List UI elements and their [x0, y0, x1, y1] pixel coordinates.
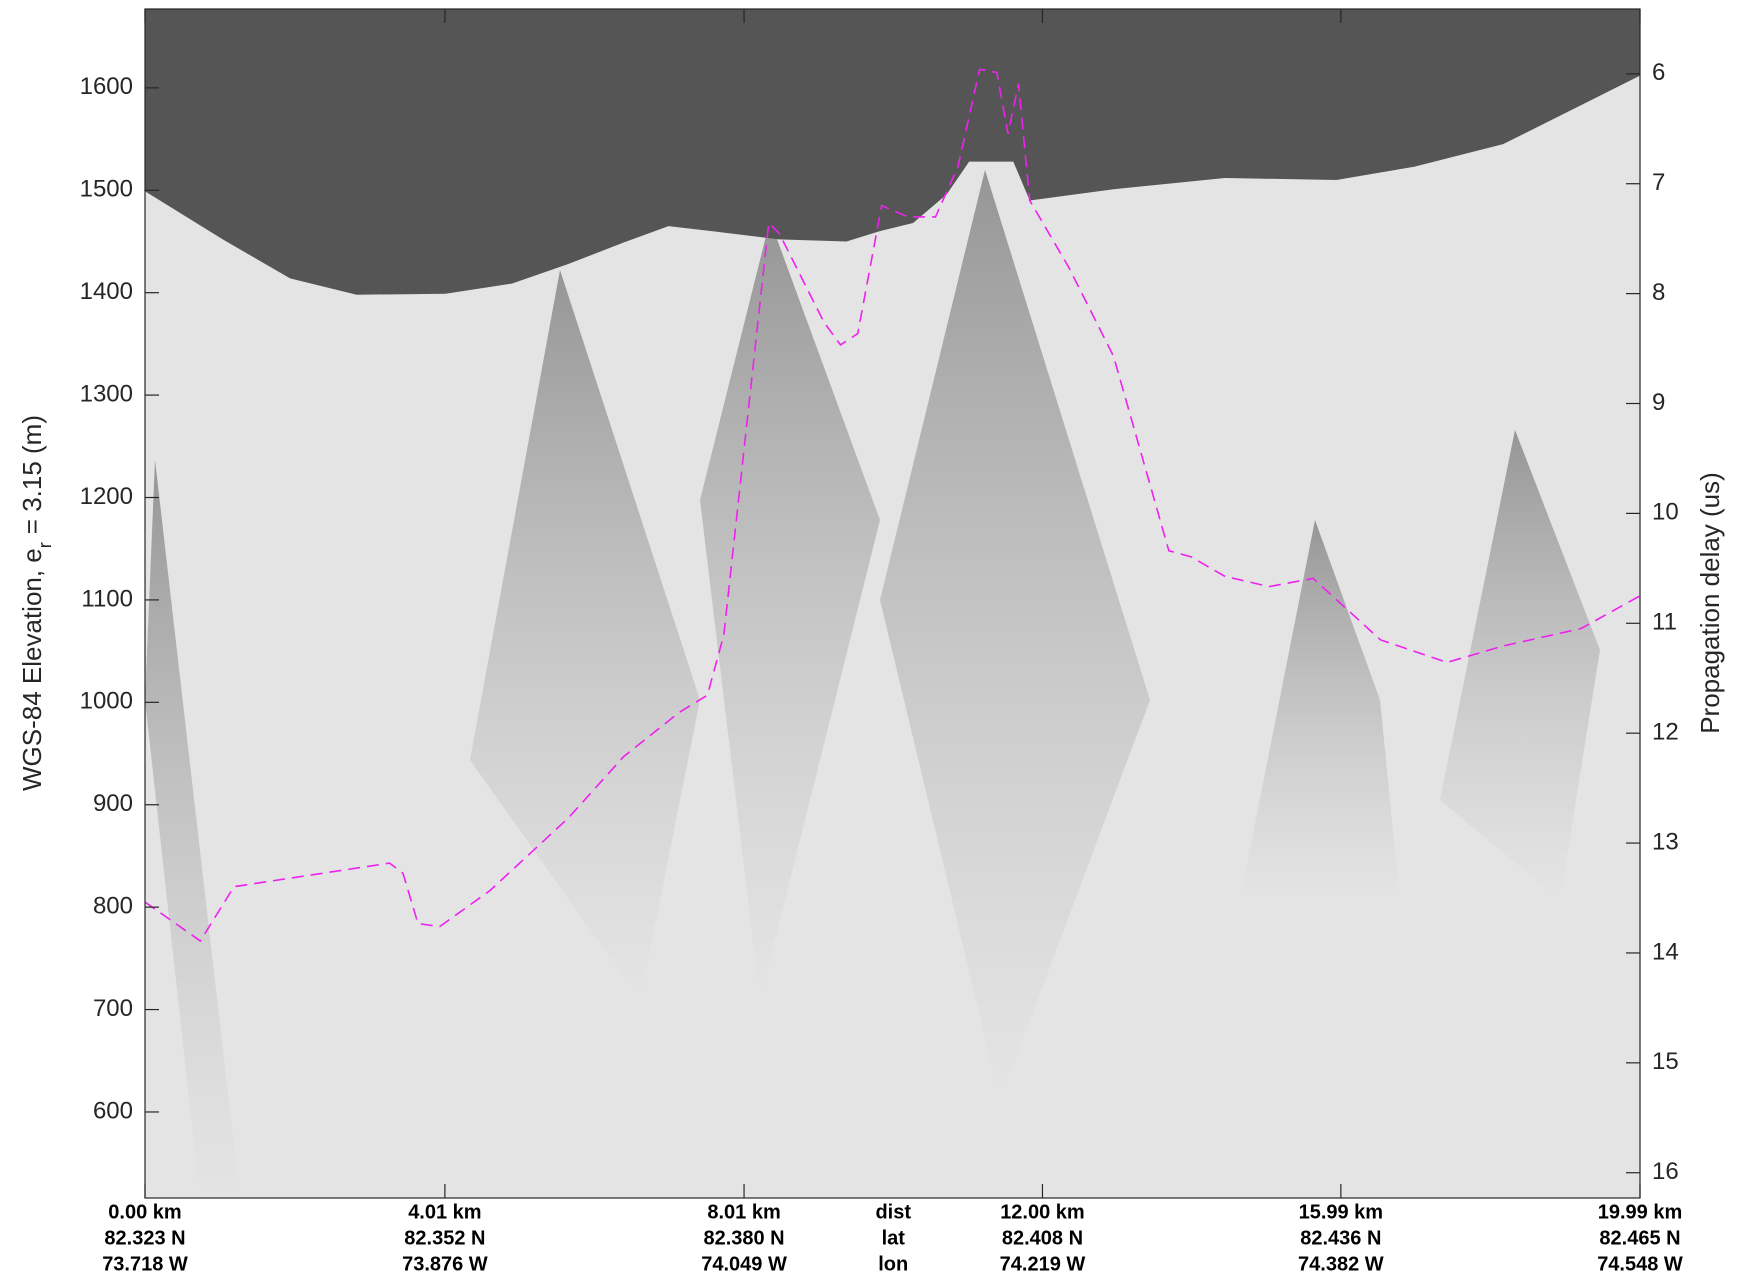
- row-label: dist: [875, 1201, 911, 1223]
- y-tick-label: 800: [93, 892, 133, 919]
- x-tick-label: 8.01 km: [707, 1201, 780, 1223]
- x-tick-lat: 82.380 N: [703, 1227, 784, 1249]
- x-tick-lat: 82.323 N: [104, 1227, 185, 1249]
- y2-tick-label: 15: [1652, 1048, 1679, 1075]
- x-tick-lon: 74.219 W: [1000, 1253, 1086, 1275]
- y-tick-label: 1200: [80, 483, 133, 510]
- echo-cone: [145, 460, 240, 1198]
- y-axis-title-main: WGS-84 Elevation, e: [17, 548, 47, 791]
- x-tick-lat: 82.408 N: [1002, 1227, 1083, 1249]
- y2-tick-label: 8: [1652, 279, 1665, 306]
- x-tick-label: 19.99 km: [1598, 1201, 1683, 1223]
- x-tick-lat: 82.436 N: [1300, 1227, 1381, 1249]
- x-tick-label: 12.00 km: [1000, 1201, 1085, 1223]
- y2-tick-label: 11: [1652, 609, 1677, 636]
- x-tick-lon: 74.049 W: [701, 1253, 787, 1275]
- series-layer: [145, 9, 1640, 943]
- y-tick-label: 1600: [80, 73, 133, 100]
- y2-tick-label: 7: [1652, 169, 1665, 196]
- x-tick-lon: 74.548 W: [1597, 1253, 1683, 1275]
- y-tick-label: 1300: [80, 380, 133, 407]
- y2-tick-label: 9: [1652, 389, 1665, 416]
- echo-cone: [880, 170, 1150, 1100]
- y2-tick-label: 12: [1652, 719, 1679, 746]
- y-tick-label: 1000: [80, 688, 133, 715]
- row-label: lon: [878, 1253, 908, 1275]
- y-tick-label: 1400: [80, 278, 133, 305]
- y2-tick-label: 14: [1652, 938, 1679, 965]
- plot-frame: [144, 8, 1641, 1199]
- y2-tick-label: 16: [1652, 1158, 1679, 1185]
- y-tick-label: 1500: [80, 176, 133, 203]
- y-axis-title-sub: r: [35, 542, 55, 548]
- y-tick-label: 1100: [81, 585, 133, 612]
- x-tick-label: 0.00 km: [108, 1201, 181, 1223]
- bed-pick-line: [145, 68, 1640, 943]
- y2-tick-label: 10: [1652, 499, 1679, 526]
- x-tick-lon: 73.718 W: [102, 1253, 188, 1275]
- y-tick-label: 900: [93, 790, 133, 817]
- x-tick-label: 15.99 km: [1299, 1201, 1384, 1223]
- y-axis-title: WGS-84 Elevation, er = 3.15 (m): [17, 415, 55, 791]
- y-tick-label: 600: [93, 1097, 133, 1124]
- y-tick-label: 700: [93, 995, 133, 1022]
- x-tick-lon: 73.876 W: [402, 1253, 488, 1275]
- y-axis-title-rest: = 3.15 (m): [17, 415, 47, 534]
- y2-tick-label: 6: [1652, 59, 1665, 86]
- echo-cone: [1240, 520, 1400, 900]
- x-tick-label: 4.01 km: [408, 1201, 481, 1223]
- echo-texture: [145, 170, 1600, 1198]
- x-tick-lon: 74.382 W: [1298, 1253, 1384, 1275]
- surface-area: [145, 9, 1640, 295]
- x-tick-lat: 82.352 N: [404, 1227, 485, 1249]
- echo-cone: [1440, 430, 1600, 900]
- x-tick-lat: 82.465 N: [1599, 1227, 1680, 1249]
- y2-axis-title: Propagation delay (us): [1695, 472, 1725, 734]
- echo-cone: [470, 270, 700, 1000]
- y2-tick-label: 13: [1652, 828, 1679, 855]
- row-label: lat: [882, 1227, 906, 1249]
- echo-cone: [700, 220, 880, 1000]
